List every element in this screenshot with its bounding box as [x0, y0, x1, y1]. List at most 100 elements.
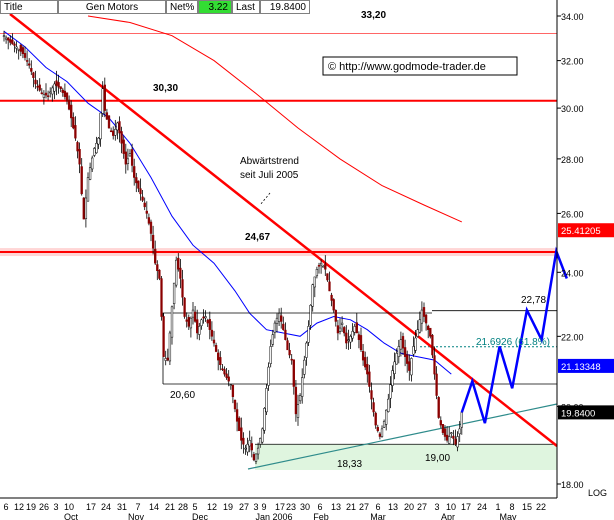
candle-body: [408, 361, 411, 371]
x-day-label: 6: [317, 502, 322, 512]
y-tick-label: 30.00: [561, 104, 584, 114]
candle-body: [4, 37, 8, 40]
candle-body: [193, 311, 197, 322]
candle-body: [364, 357, 367, 368]
x-day-label: 23: [286, 502, 296, 512]
candle-body: [158, 269, 161, 279]
candle-body: [296, 404, 300, 418]
y-tick-label: 22.00: [561, 332, 584, 342]
x-day-label: 12: [14, 502, 24, 512]
candle-body: [437, 397, 440, 418]
candle-body: [370, 390, 373, 400]
candle-body: [219, 357, 222, 365]
candle-body: [170, 306, 174, 338]
candle-body: [7, 37, 10, 41]
candle-body: [32, 72, 35, 78]
candle-body: [183, 297, 186, 317]
support-rising-trendline: [247, 403, 558, 470]
candle-body: [196, 319, 199, 334]
x-day-label: 1: [495, 502, 500, 512]
x-day-label: 19: [26, 502, 36, 512]
candle-body: [385, 409, 388, 425]
x-day-label: 6: [3, 502, 8, 512]
candle-body: [378, 433, 382, 437]
candle-body: [443, 428, 447, 437]
candle-body: [288, 350, 291, 356]
candle-body: [82, 197, 85, 220]
candle-body: [42, 94, 46, 98]
candle-body: [124, 151, 127, 165]
x-day-label: 17: [86, 502, 96, 512]
candle-body: [427, 325, 430, 330]
candle-body: [57, 82, 60, 88]
candle-body: [330, 294, 333, 301]
candle-body: [332, 299, 335, 311]
candle-body: [406, 354, 409, 364]
x-month-label: Mar: [370, 512, 386, 520]
value-tag: [558, 358, 614, 373]
candle-body: [122, 139, 125, 154]
candle-body: [36, 86, 39, 88]
change-label-cell: Net%: [166, 0, 198, 14]
candle-body: [389, 384, 392, 399]
candle-body: [460, 412, 463, 428]
candle-body: [149, 221, 153, 234]
candle-body: [181, 279, 184, 298]
downtrend-label-line1: Abwärtstrend: [240, 156, 299, 167]
candle-body: [403, 347, 407, 357]
candle-body: [30, 68, 33, 72]
candle-body: [454, 438, 457, 445]
candle-body: [25, 60, 29, 62]
candle-body: [328, 281, 331, 292]
candle-body: [179, 267, 182, 279]
candle-body: [261, 428, 264, 443]
candle-body: [70, 104, 73, 119]
candle-body: [44, 92, 48, 96]
level-label-30-30: 30,30: [153, 83, 178, 94]
copyright-text: © http://www.godmode-trader.de: [328, 61, 486, 73]
fib-level-label: 21.6926 (61.8%): [476, 337, 550, 348]
candle-body: [130, 149, 134, 166]
candle-body: [256, 447, 260, 455]
candle-body: [210, 329, 214, 337]
change-value: 3.22: [208, 2, 228, 13]
candle-body: [187, 317, 190, 327]
candle-body: [242, 437, 245, 445]
candle-body: [355, 322, 358, 334]
candle-body: [19, 44, 22, 52]
candle-body: [275, 317, 279, 324]
candle-body: [151, 234, 155, 249]
candle-body: [311, 284, 314, 307]
candle-body: [9, 39, 12, 43]
candle-body: [15, 46, 18, 49]
candle-body: [65, 92, 69, 102]
candle-body: [91, 157, 94, 170]
x-day-label: 31: [117, 502, 127, 512]
candle-body: [273, 322, 277, 333]
candle-body: [345, 332, 348, 344]
candle-body: [17, 48, 20, 51]
candle-body: [114, 129, 117, 136]
x-day-label: 28: [178, 502, 188, 512]
candle-body: [164, 358, 167, 361]
candle-body: [401, 336, 405, 349]
candle-body: [103, 84, 106, 111]
x-day-label: 3: [434, 502, 439, 512]
candle-body: [277, 313, 281, 322]
level-label-18-33: 18,33: [337, 459, 362, 470]
candle-body: [445, 434, 449, 441]
level-label-22-78: 22,78: [521, 295, 546, 306]
y-scale-label: LOG: [588, 488, 607, 498]
candle-body: [351, 331, 354, 339]
candle-body: [336, 325, 340, 334]
title-cell[interactable]: Title: [0, 0, 58, 14]
candle-body: [28, 63, 31, 66]
candle-body: [204, 316, 207, 319]
candle-body: [74, 125, 77, 139]
y-tick-label: 28.00: [561, 155, 584, 165]
moving-average-long-line: [87, 15, 463, 223]
copyright-box: [322, 56, 518, 76]
candle-body: [294, 386, 298, 415]
downtrend-line: [9, 13, 558, 447]
